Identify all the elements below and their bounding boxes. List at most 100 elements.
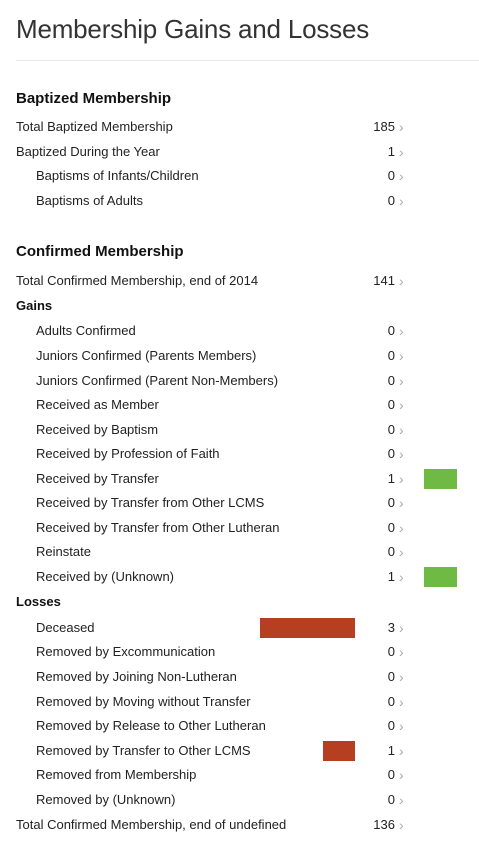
chevron-right-icon: › <box>399 792 404 808</box>
row-baptisms-adults[interactable]: Baptisms of Adults 0 › <box>0 189 479 213</box>
row-label: Received as Member <box>36 397 159 412</box>
row-gain[interactable]: Received by Transfer 1 › <box>0 467 479 491</box>
chevron-right-icon: › <box>399 273 404 289</box>
row-value: 0 <box>387 767 395 782</box>
row-value: 185 <box>373 119 395 134</box>
row-label: Removed by Excommunication <box>36 644 216 659</box>
row-total-baptized[interactable]: Total Baptized Membership 185 › <box>0 115 479 139</box>
row-label: Total Baptized Membership <box>16 119 173 134</box>
chevron-right-icon: › <box>399 743 404 759</box>
chevron-right-icon: › <box>399 446 404 462</box>
row-value: 0 <box>387 397 395 412</box>
row-baptized-during-year[interactable]: Baptized During the Year 1 › <box>0 140 479 164</box>
losses-group-label: Losses <box>0 590 479 614</box>
row-loss[interactable]: Removed by (Unknown) 0 › <box>0 788 479 812</box>
row-gain[interactable]: Reinstate 0 › <box>0 540 479 564</box>
row-gain[interactable]: Adults Confirmed 0 › <box>0 319 479 343</box>
chevron-right-icon: › <box>399 144 404 160</box>
chevron-right-icon: › <box>399 397 404 413</box>
chevron-right-icon: › <box>399 569 404 585</box>
chevron-right-icon: › <box>399 767 404 783</box>
row-loss[interactable]: Removed by Release to Other Lutheran 0 › <box>0 714 479 738</box>
gain-bar <box>424 469 457 489</box>
row-gain[interactable]: Received by (Unknown) 1 › <box>0 565 479 589</box>
chevron-right-icon: › <box>399 544 404 560</box>
chevron-right-icon: › <box>399 193 404 209</box>
chevron-right-icon: › <box>399 471 404 487</box>
row-value: 3 <box>387 620 395 635</box>
gains-group-label: Gains <box>0 294 479 318</box>
row-value: 0 <box>387 644 395 659</box>
row-label: Baptized During the Year <box>16 144 160 159</box>
chevron-right-icon: › <box>399 520 404 536</box>
row-loss[interactable]: Removed by Transfer to Other LCMS 1 › <box>0 739 479 763</box>
group-label: Gains <box>16 298 53 313</box>
chevron-right-icon: › <box>399 495 404 511</box>
title-divider <box>16 60 479 61</box>
row-value: 0 <box>387 669 395 684</box>
row-total-confirmed-end[interactable]: Total Confirmed Membership, end of undef… <box>0 813 479 837</box>
row-label: Juniors Confirmed (Parents Members) <box>36 348 257 363</box>
chevron-right-icon: › <box>399 669 404 685</box>
row-gain[interactable]: Received by Baptism 0 › <box>0 418 479 442</box>
row-gain[interactable]: Received by Transfer from Other LCMS 0 › <box>0 491 479 515</box>
row-label: Juniors Confirmed (Parent Non-Members) <box>36 373 279 388</box>
loss-bar <box>323 741 355 761</box>
row-value: 0 <box>387 792 395 807</box>
chevron-right-icon: › <box>399 817 404 833</box>
row-label: Baptisms of Adults <box>36 193 143 208</box>
row-gain[interactable]: Received by Transfer from Other Lutheran… <box>0 516 479 540</box>
row-loss[interactable]: Removed by Excommunication 0 › <box>0 640 479 664</box>
row-value: 0 <box>387 520 395 535</box>
row-label: Removed from Membership <box>36 767 197 782</box>
row-gain[interactable]: Received by Profession of Faith 0 › <box>0 442 479 466</box>
row-value: 136 <box>373 817 395 832</box>
row-label: Removed by Moving without Transfer <box>36 694 251 709</box>
row-label: Total Confirmed Membership, end of 2014 <box>16 273 259 288</box>
page-title: Membership Gains and Losses <box>16 14 370 44</box>
row-gain[interactable]: Juniors Confirmed (Parents Members) 0 › <box>0 344 479 368</box>
row-value: 0 <box>387 422 395 437</box>
row-value: 1 <box>387 471 395 486</box>
row-value: 0 <box>387 446 395 461</box>
row-value: 1 <box>387 569 395 584</box>
group-label: Losses <box>16 594 61 609</box>
row-value: 141 <box>373 273 395 288</box>
confirmed-membership-heading: Confirmed Membership <box>16 243 184 260</box>
chevron-right-icon: › <box>399 694 404 710</box>
row-baptisms-infants[interactable]: Baptisms of Infants/Children 0 › <box>0 164 479 188</box>
row-label: Received by Baptism <box>36 422 159 437</box>
row-value: 0 <box>387 495 395 510</box>
row-value: 0 <box>387 168 395 183</box>
gain-bar <box>424 567 457 587</box>
row-loss[interactable]: Removed from Membership 0 › <box>0 763 479 787</box>
row-label: Received by Transfer <box>36 471 159 486</box>
baptized-membership-heading: Baptized Membership <box>16 90 172 107</box>
chevron-right-icon: › <box>399 323 404 339</box>
chevron-right-icon: › <box>399 348 404 364</box>
chevron-right-icon: › <box>399 119 404 135</box>
row-label: Baptisms of Infants/Children <box>36 168 199 183</box>
row-value: 0 <box>387 373 395 388</box>
row-value: 0 <box>387 718 395 733</box>
row-value: 0 <box>387 544 395 559</box>
row-label: Adults Confirmed <box>36 323 136 338</box>
loss-bar <box>260 618 355 638</box>
row-label: Reinstate <box>36 544 91 559</box>
row-gain[interactable]: Juniors Confirmed (Parent Non-Members) 0… <box>0 369 479 393</box>
row-value: 0 <box>387 323 395 338</box>
chevron-right-icon: › <box>399 422 404 438</box>
row-value: 0 <box>387 694 395 709</box>
row-value: 1 <box>387 743 395 758</box>
chevron-right-icon: › <box>399 620 404 636</box>
row-gain[interactable]: Received as Member 0 › <box>0 393 479 417</box>
chevron-right-icon: › <box>399 168 404 184</box>
row-loss[interactable]: Deceased 3 › <box>0 616 479 640</box>
row-value: 0 <box>387 348 395 363</box>
row-label: Removed by Release to Other Lutheran <box>36 718 266 733</box>
row-total-confirmed-start[interactable]: Total Confirmed Membership, end of 2014 … <box>0 269 479 293</box>
row-loss[interactable]: Removed by Joining Non-Lutheran 0 › <box>0 665 479 689</box>
row-loss[interactable]: Removed by Moving without Transfer 0 › <box>0 690 479 714</box>
row-label: Received by Transfer from Other Lutheran <box>36 520 280 535</box>
row-value: 0 <box>387 193 395 208</box>
